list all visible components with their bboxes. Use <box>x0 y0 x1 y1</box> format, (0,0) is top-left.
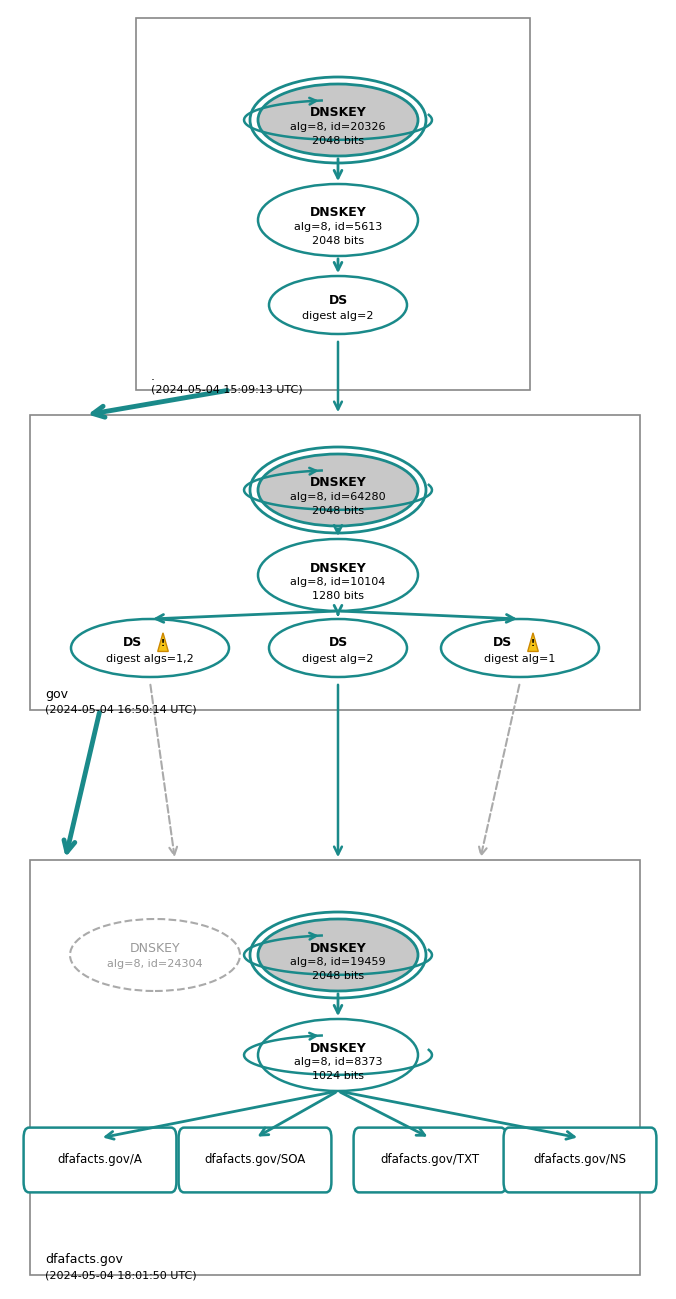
Text: alg=8, id=10104: alg=8, id=10104 <box>290 577 386 587</box>
Text: dfafacts.gov/SOA: dfafacts.gov/SOA <box>204 1154 306 1167</box>
Text: (2024-05-04 18:01:50 UTC): (2024-05-04 18:01:50 UTC) <box>45 1270 197 1280</box>
Text: digest alg=1: digest alg=1 <box>484 653 556 664</box>
Text: DNSKEY: DNSKEY <box>310 107 366 120</box>
Text: DNSKEY: DNSKEY <box>130 942 180 955</box>
Text: DNSKEY: DNSKEY <box>310 561 366 574</box>
Text: digest alg=2: digest alg=2 <box>302 310 374 321</box>
Ellipse shape <box>269 275 407 334</box>
Ellipse shape <box>258 184 418 256</box>
Text: gov: gov <box>45 688 68 701</box>
Text: 2048 bits: 2048 bits <box>312 136 364 145</box>
Text: DS: DS <box>329 294 347 307</box>
Text: alg=8, id=20326: alg=8, id=20326 <box>290 122 386 132</box>
Ellipse shape <box>258 1018 418 1091</box>
Text: DNSKEY: DNSKEY <box>310 207 366 220</box>
Polygon shape <box>158 633 168 651</box>
Text: DNSKEY: DNSKEY <box>310 1042 366 1055</box>
Text: .: . <box>151 370 155 383</box>
Polygon shape <box>528 633 538 651</box>
Ellipse shape <box>258 918 418 991</box>
Text: (2024-05-04 15:09:13 UTC): (2024-05-04 15:09:13 UTC) <box>151 385 303 395</box>
Text: 2048 bits: 2048 bits <box>312 507 364 516</box>
Text: DNSKEY: DNSKEY <box>310 942 366 955</box>
Text: dfafacts.gov: dfafacts.gov <box>45 1254 123 1267</box>
Ellipse shape <box>258 453 418 526</box>
Text: DNSKEY: DNSKEY <box>310 477 366 490</box>
Text: 1280 bits: 1280 bits <box>312 591 364 601</box>
Bar <box>30 860 640 1276</box>
Ellipse shape <box>269 620 407 677</box>
Text: alg=8, id=64280: alg=8, id=64280 <box>290 492 386 501</box>
Text: 2048 bits: 2048 bits <box>312 236 364 246</box>
Text: alg=8, id=19459: alg=8, id=19459 <box>290 957 386 966</box>
Text: 1024 bits: 1024 bits <box>312 1070 364 1081</box>
Text: alg=8, id=24304: alg=8, id=24304 <box>107 959 203 969</box>
Text: (2024-05-04 16:50:14 UTC): (2024-05-04 16:50:14 UTC) <box>45 705 197 714</box>
FancyBboxPatch shape <box>178 1128 331 1192</box>
Text: digest alg=2: digest alg=2 <box>302 653 374 664</box>
Text: !: ! <box>161 639 165 648</box>
Text: dfafacts.gov/TXT: dfafacts.gov/TXT <box>381 1154 479 1167</box>
Text: dfafacts.gov/A: dfafacts.gov/A <box>57 1154 143 1167</box>
Text: DS: DS <box>492 637 512 650</box>
Text: DS: DS <box>122 637 142 650</box>
Text: !: ! <box>531 639 535 648</box>
Text: 2048 bits: 2048 bits <box>312 970 364 981</box>
FancyBboxPatch shape <box>24 1128 176 1192</box>
Text: alg=8, id=8373: alg=8, id=8373 <box>294 1057 382 1066</box>
Ellipse shape <box>258 84 418 156</box>
Ellipse shape <box>258 539 418 611</box>
Bar <box>136 18 530 390</box>
Ellipse shape <box>441 620 599 677</box>
Ellipse shape <box>71 620 229 677</box>
FancyBboxPatch shape <box>354 1128 506 1192</box>
Ellipse shape <box>70 918 240 991</box>
Text: alg=8, id=5613: alg=8, id=5613 <box>294 222 382 233</box>
Text: DS: DS <box>329 637 347 650</box>
Bar <box>30 414 640 711</box>
Text: dfafacts.gov/NS: dfafacts.gov/NS <box>533 1154 627 1167</box>
FancyBboxPatch shape <box>504 1128 656 1192</box>
Text: digest algs=1,2: digest algs=1,2 <box>106 653 194 664</box>
